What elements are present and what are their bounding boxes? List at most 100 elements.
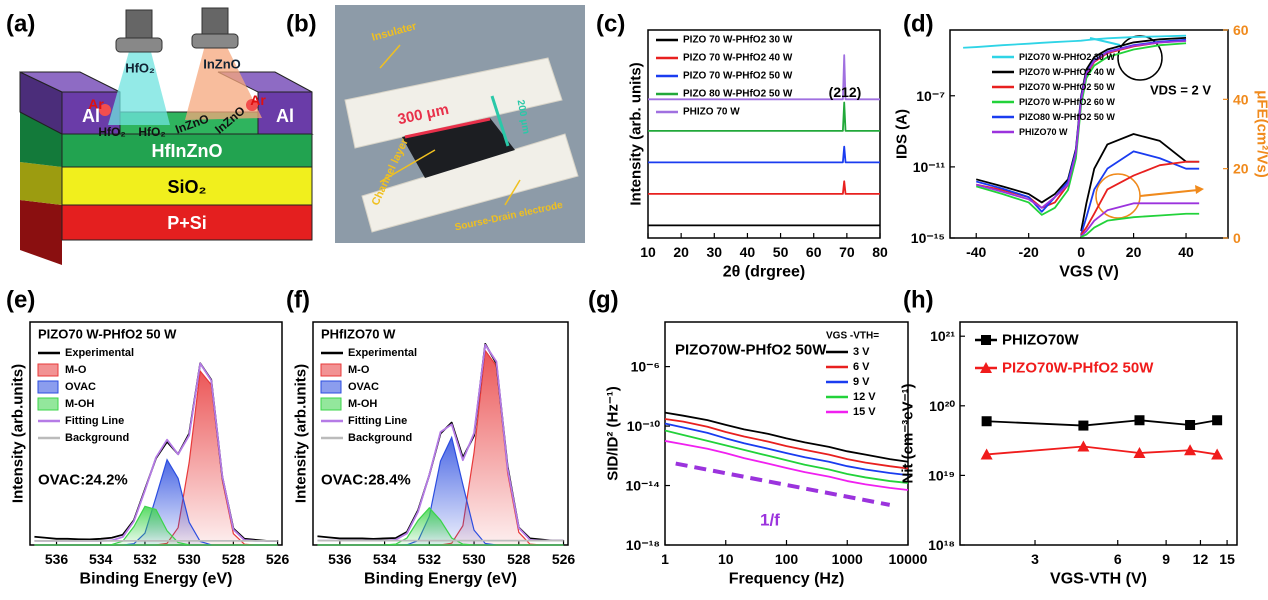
legend-label: 12 V — [853, 391, 876, 403]
legend-label: 3 V — [853, 346, 870, 358]
side-face — [20, 162, 62, 205]
sputter-gun — [192, 34, 238, 48]
legend-label: Experimental — [348, 347, 417, 359]
y-axis-label: Intensity (arb. units) — [628, 62, 645, 205]
annotation: PHfIZO70 W — [321, 327, 396, 342]
y-axis-label: Intensity (arb.units) — [293, 364, 310, 503]
line — [665, 413, 908, 462]
species-label: HfO₂ — [98, 125, 125, 139]
x-tick-label: 536 — [45, 551, 69, 567]
marker — [1185, 420, 1195, 430]
y-tick-label: 10¹⁸ — [928, 537, 955, 553]
legend-label: PIZO70 W-PHfO2 30 W — [1019, 52, 1115, 62]
x-tick-label: 532 — [133, 551, 157, 567]
x-tick-label: 6 — [1114, 551, 1122, 567]
legend-label: Background — [65, 432, 129, 444]
sputter-gun — [116, 38, 162, 52]
y-tick-label: 10⁻¹⁸ — [626, 537, 660, 553]
device-photo: Insulater 300 μm 200 μm Channel layer So… — [335, 5, 585, 243]
y-tick-label: 10⁻¹⁵ — [911, 230, 945, 246]
annotation: (212) — [829, 84, 862, 100]
target-label: InZnO — [203, 57, 241, 72]
x-tick-label: 80 — [872, 244, 888, 260]
line — [648, 181, 880, 194]
legend-label: M-OH — [65, 398, 94, 410]
legend-swatch — [38, 381, 58, 393]
marker — [1134, 415, 1144, 425]
x-tick-label: 20 — [673, 244, 689, 260]
y-tick-label: 10¹⁹ — [928, 467, 955, 483]
x-tick-label: 534 — [89, 551, 113, 567]
legend-label: 9 V — [853, 376, 870, 388]
legend-swatch — [321, 398, 341, 410]
gas-label: Ar — [250, 92, 266, 108]
line — [976, 40, 1186, 207]
legend-label: M-O — [348, 364, 370, 376]
x-tick-label: 10000 — [889, 551, 928, 567]
y-axis-label: IDS (A) — [894, 109, 911, 159]
y-axis-label: Nit (cm⁻³eV⁻¹) — [900, 383, 917, 483]
target-label: HfO₂ — [125, 61, 155, 76]
legend-swatch — [38, 364, 58, 376]
legend-label: OVAC — [65, 381, 96, 393]
legend-label: PIZO 80 W-PHfO2 50 W — [683, 89, 793, 100]
x-axis-label: VGS-VTH (V) — [1050, 571, 1147, 588]
x-tick-label: 50 — [773, 244, 789, 260]
legend-label: Fitting Line — [65, 415, 124, 427]
electrode-label: Al — [82, 106, 100, 126]
x-tick-label: 20 — [1126, 244, 1142, 260]
legend-label: M-OH — [348, 398, 377, 410]
legend-label: PIZO80 W-PHfO2 50 W — [1019, 112, 1115, 122]
legend-label: 15 V — [853, 406, 876, 418]
y-axis-label: Intensity (arb.units) — [10, 364, 27, 503]
line — [1081, 203, 1199, 236]
layer-label: SiO₂ — [167, 177, 206, 197]
legend-swatch — [38, 398, 58, 410]
x-axis-label: Frequency (Hz) — [729, 571, 845, 588]
x-tick-label: 526 — [552, 551, 576, 567]
x-tick-label: 530 — [177, 551, 201, 567]
line — [676, 464, 890, 505]
y2-axis-label: μFE(cm²/Vs) — [1254, 90, 1268, 178]
x-tick-label: 15 — [1219, 551, 1235, 567]
x-axis-label: Binding Energy (eV) — [364, 571, 517, 588]
legend-label: PIZO70 W-PHfO2 50 W — [1019, 82, 1115, 92]
x-tick-label: 12 — [1193, 551, 1209, 567]
x-tick-label: 100 — [775, 551, 799, 567]
legend-label: 6 V — [853, 361, 870, 373]
x-tick-label: 3 — [1031, 551, 1039, 567]
x-tick-label: 30 — [706, 244, 722, 260]
annotation: VDS = 2 V — [1150, 83, 1211, 98]
x-axis-label: 2θ (drgree) — [723, 264, 805, 281]
x-tick-label: 9 — [1162, 551, 1170, 567]
electrode-label: Al — [276, 106, 294, 126]
layer-label: P+Si — [167, 213, 207, 233]
x-tick-label: 1000 — [832, 551, 863, 567]
annotation: OVAC:28.4% — [321, 472, 411, 489]
x-tick-label: 40 — [1178, 244, 1194, 260]
y-tick-label: 10⁻¹⁰ — [627, 418, 661, 434]
legend-marker — [981, 335, 991, 345]
line — [648, 147, 880, 163]
x-tick-label: 530 — [462, 551, 486, 567]
annotation: PIZO70W-PHfO2 50W — [675, 342, 827, 359]
x-tick-label: 526 — [266, 551, 290, 567]
x-tick-label: 10 — [640, 244, 656, 260]
line — [665, 441, 908, 490]
line — [976, 40, 1186, 212]
legend-label: PIZO70 W-PHfO2 40 W — [1019, 67, 1115, 77]
device-diagram: HfO₂ InZnO Ar Ar HfO₂ HfO₂ InZnO InZnO A… — [20, 8, 312, 265]
x-tick-label: 1 — [661, 551, 669, 567]
legend-title: VGS -VTH= — [826, 331, 879, 342]
legend-label: PHIZO 70 W — [683, 107, 740, 118]
x-tick-label: 10 — [718, 551, 734, 567]
panel-label: (a) — [6, 11, 35, 38]
y2-tick-label: 60 — [1233, 22, 1249, 38]
panel-label: (d) — [903, 11, 934, 38]
x-axis-label: VGS (V) — [1059, 264, 1119, 281]
legend-label: Background — [348, 432, 412, 444]
y2-tick-label: 20 — [1233, 161, 1249, 177]
x-tick-label: -40 — [966, 244, 986, 260]
